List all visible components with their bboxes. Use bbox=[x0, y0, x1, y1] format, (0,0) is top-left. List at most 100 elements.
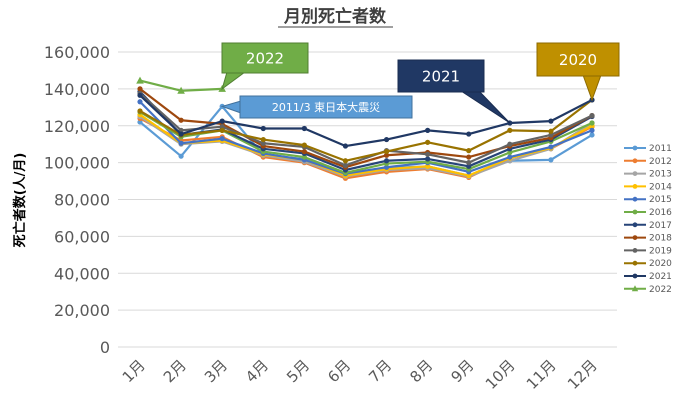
callout-label: 2021 bbox=[422, 67, 460, 85]
x-tick-label: 5月 bbox=[283, 356, 313, 386]
data-point bbox=[507, 127, 513, 133]
data-point bbox=[178, 117, 184, 123]
data-point bbox=[425, 139, 431, 145]
series-2022 bbox=[136, 76, 226, 94]
y-tick-label: 160,000 bbox=[44, 43, 110, 62]
legend-marker bbox=[632, 184, 638, 189]
callout-2021: 2021 bbox=[397, 59, 511, 124]
series-line-2021 bbox=[139, 94, 593, 148]
legend-marker bbox=[631, 285, 639, 292]
data-point bbox=[137, 119, 143, 125]
y-tick-label: 120,000 bbox=[44, 117, 110, 136]
data-point bbox=[301, 125, 307, 132]
data-point bbox=[137, 108, 143, 114]
callout-box bbox=[397, 59, 485, 93]
x-tick-label: 10月 bbox=[482, 356, 519, 393]
data-point bbox=[219, 127, 225, 133]
callout-2022: 2022 bbox=[221, 42, 309, 91]
data-point bbox=[301, 148, 307, 155]
legend-marker bbox=[632, 158, 638, 164]
data-point bbox=[137, 99, 143, 105]
data-point bbox=[342, 158, 349, 164]
legend-label: 2018 bbox=[649, 234, 672, 244]
legend-label: 2020 bbox=[649, 259, 672, 269]
data-point bbox=[383, 152, 390, 158]
x-tick-label: 4月 bbox=[242, 356, 272, 386]
y-tick-label: 40,000 bbox=[54, 264, 110, 283]
legend: 2011 2012 2013 2014 2015 2016 2017 2018 2019 2020… bbox=[624, 144, 672, 295]
series-2020 bbox=[137, 97, 595, 164]
y-axis-label: 死亡者数(人/月) bbox=[12, 153, 28, 248]
data-point bbox=[425, 156, 431, 162]
data-point bbox=[219, 124, 225, 130]
data-point bbox=[219, 118, 225, 124]
data-point bbox=[507, 141, 513, 147]
legend-label: 2014 bbox=[649, 182, 672, 192]
legend-marker bbox=[632, 235, 638, 241]
legend-marker bbox=[632, 196, 638, 202]
callout-pointer bbox=[459, 90, 511, 124]
legend-label: 2015 bbox=[649, 195, 672, 205]
series-line-2015 bbox=[139, 101, 593, 175]
callout-box bbox=[239, 95, 413, 119]
legend-marker bbox=[632, 171, 638, 177]
series-lines bbox=[136, 76, 595, 181]
y-tick-label: 0 bbox=[100, 338, 110, 357]
y-tick-label: 60,000 bbox=[54, 227, 110, 246]
data-point bbox=[507, 149, 513, 156]
data-point bbox=[260, 136, 266, 143]
data-point bbox=[466, 154, 472, 160]
chart-title: 月別死亡者数 bbox=[283, 6, 387, 27]
legend-item-2021: 2021 bbox=[624, 272, 672, 282]
grid: 0 20,000 40,000 60,000 80,000 100,000 120,000 1… bbox=[44, 43, 617, 393]
series-2013 bbox=[137, 113, 595, 180]
x-tick-label: 8月 bbox=[406, 356, 436, 386]
callout-2020: 2020 bbox=[536, 42, 620, 102]
data-point bbox=[507, 154, 513, 160]
callout-label: 2022 bbox=[246, 49, 284, 67]
legend-item-2014: 2014 bbox=[624, 182, 672, 192]
annotations: 2022 2011/3 東日本大震災 2021 2020 bbox=[220, 42, 620, 124]
callout-box bbox=[536, 42, 620, 77]
data-point bbox=[425, 151, 431, 157]
callout-pointer bbox=[221, 71, 247, 91]
legend-item-2022: 2022 bbox=[624, 285, 672, 295]
callout-pointer bbox=[582, 74, 602, 102]
data-point bbox=[342, 162, 349, 168]
legend-label: 2019 bbox=[649, 246, 672, 256]
legend-label: 2016 bbox=[649, 208, 672, 218]
y-tick-label: 140,000 bbox=[44, 80, 110, 99]
callout-label: 2011/3 東日本大震災 bbox=[272, 100, 380, 114]
x-tick-label: 9月 bbox=[447, 356, 477, 386]
legend-marker bbox=[632, 273, 638, 279]
data-point bbox=[178, 131, 184, 137]
legend-item-2017: 2017 bbox=[624, 221, 672, 231]
data-point bbox=[383, 148, 390, 155]
data-point bbox=[136, 76, 144, 84]
data-point bbox=[219, 136, 225, 142]
x-tick-label: 7月 bbox=[365, 356, 395, 386]
data-point bbox=[383, 164, 390, 170]
data-point bbox=[589, 132, 595, 138]
legend-label: 2021 bbox=[649, 272, 672, 282]
callout-label: 2020 bbox=[559, 51, 597, 69]
callout-eq: 2011/3 東日本大震災 bbox=[220, 95, 413, 119]
y-tick-label: 80,000 bbox=[54, 191, 110, 210]
legend-marker bbox=[632, 222, 638, 228]
y-tick-label: 20,000 bbox=[54, 301, 110, 320]
legend-label: 2022 bbox=[649, 285, 672, 295]
legend-item-2015: 2015 bbox=[624, 195, 672, 205]
data-point bbox=[260, 125, 266, 132]
data-point bbox=[178, 140, 184, 146]
legend-label: 2013 bbox=[649, 170, 672, 180]
data-point bbox=[425, 127, 431, 133]
legend-label: 2011 bbox=[649, 144, 672, 154]
legend-item-2020: 2020 bbox=[624, 259, 672, 269]
data-point bbox=[177, 86, 185, 94]
legend-label: 2017 bbox=[649, 221, 672, 231]
data-point bbox=[260, 140, 266, 146]
data-point bbox=[548, 128, 554, 134]
x-tick-label: 6月 bbox=[324, 356, 354, 386]
